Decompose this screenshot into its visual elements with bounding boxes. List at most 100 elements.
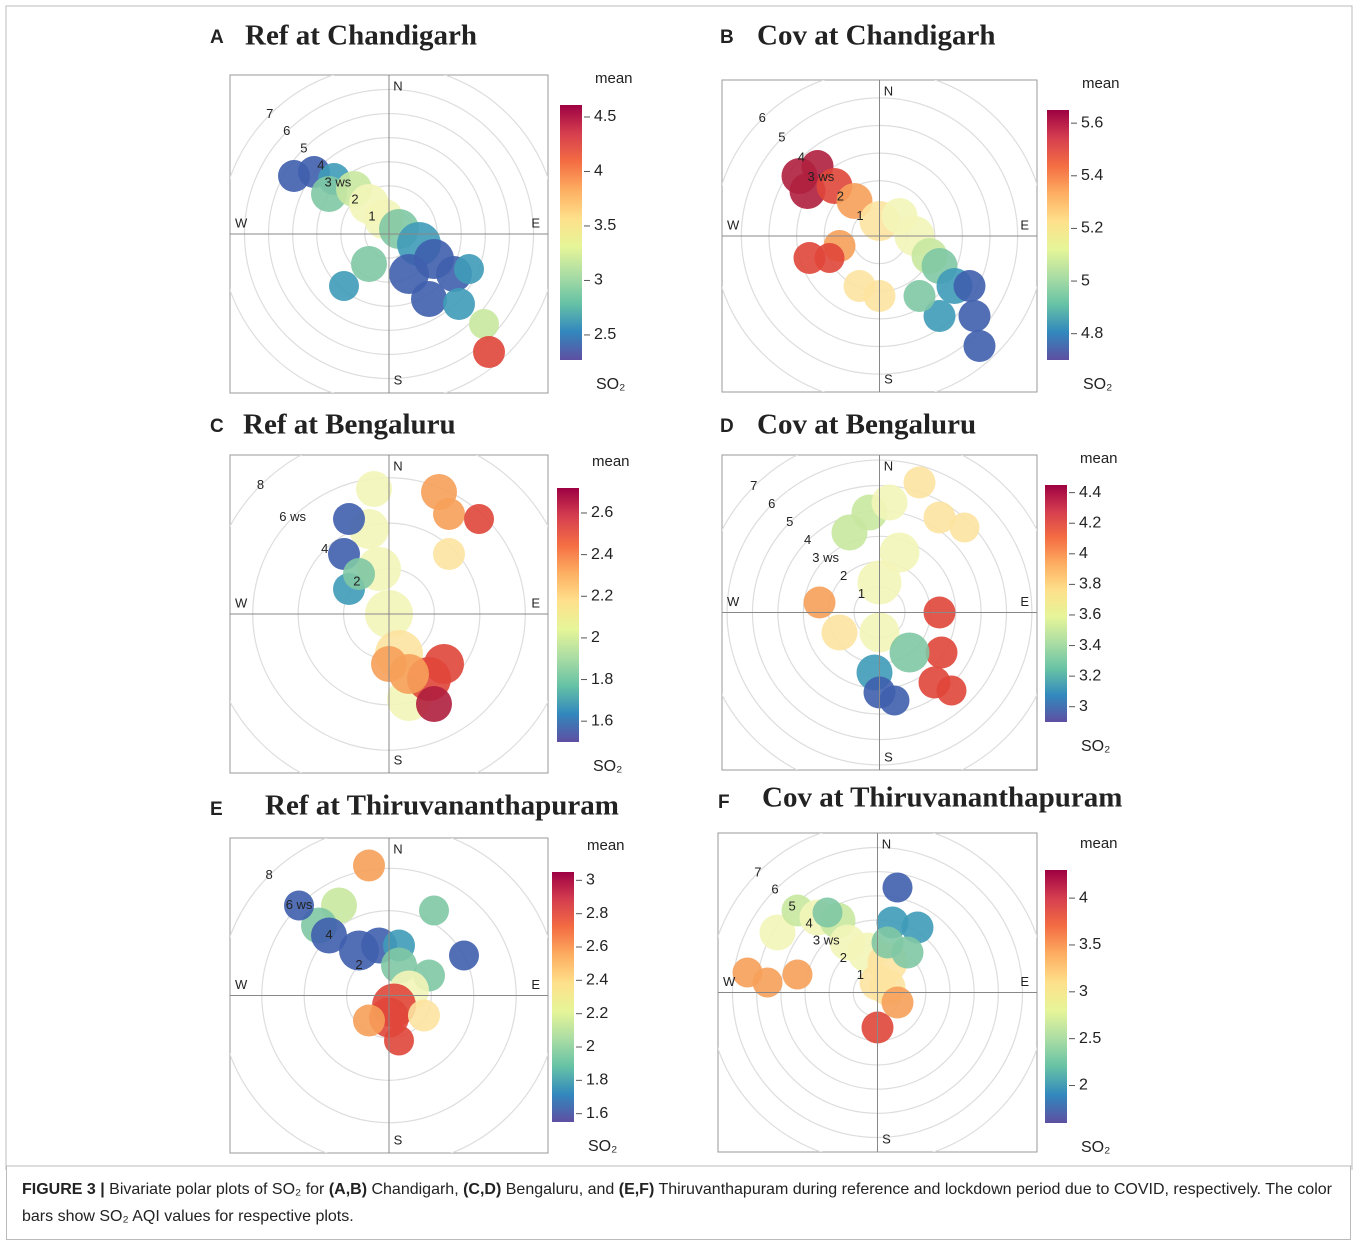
surface-patch bbox=[416, 686, 452, 722]
ring-label: 6 ws bbox=[286, 897, 313, 912]
surface-patch bbox=[433, 538, 465, 570]
colorbar-title: mean bbox=[587, 837, 625, 854]
colorbar-title: mean bbox=[592, 453, 630, 470]
surface-patch bbox=[284, 890, 314, 921]
surface-patch bbox=[879, 685, 910, 716]
panel-label: F bbox=[718, 792, 730, 813]
panel-title: Ref at Bengaluru bbox=[243, 409, 456, 441]
compass-label: E bbox=[531, 977, 540, 992]
colorbar-tick-label: 4.4 bbox=[1079, 484, 1101, 501]
compass-label: N bbox=[884, 83, 893, 98]
panel-label: A bbox=[210, 27, 224, 48]
colorbar-tick-label: 3 bbox=[1079, 983, 1088, 1000]
ring-label: 4 bbox=[325, 927, 332, 942]
ring-label: 4 bbox=[321, 541, 328, 556]
surface-patch bbox=[752, 967, 783, 998]
colorbar-tick-label: 5.2 bbox=[1081, 220, 1103, 237]
caption-text: Chandigarh, bbox=[367, 1181, 464, 1198]
surface-patch bbox=[469, 309, 499, 339]
ring-label: 1 bbox=[856, 208, 863, 223]
panel-label: C bbox=[210, 416, 224, 437]
colorbar-tick-label: 3.5 bbox=[594, 217, 616, 234]
panel-title: Cov at Chandigarh bbox=[757, 20, 996, 52]
surface-patch bbox=[351, 246, 387, 282]
compass-label: N bbox=[393, 841, 402, 856]
colorbar-tick-label: 3.6 bbox=[1079, 606, 1101, 623]
surface-patch bbox=[356, 471, 392, 507]
ring-label: 6 bbox=[768, 496, 775, 511]
plot-area bbox=[722, 80, 1037, 392]
caption-panels: (E,F) bbox=[618, 1181, 655, 1198]
colorbar-tick-label: 2.6 bbox=[586, 938, 608, 955]
ring-label: 2 bbox=[837, 188, 844, 203]
compass-label: W bbox=[727, 594, 740, 609]
compass-label: E bbox=[1020, 974, 1029, 989]
ring-label: 5 bbox=[786, 514, 793, 529]
colorbar bbox=[1045, 870, 1067, 1123]
surface-patch bbox=[464, 504, 494, 534]
ring-label: 7 bbox=[266, 106, 273, 121]
ring-label: 1 bbox=[858, 586, 865, 601]
colorbar-tick-label: 2.4 bbox=[591, 546, 613, 563]
surface-patch bbox=[454, 254, 484, 284]
colorbar-tick-label: 2.5 bbox=[1079, 1030, 1101, 1047]
ring-label: 8 bbox=[265, 867, 272, 882]
colorbar-tick-label: 2.8 bbox=[586, 905, 608, 922]
colorbar-tick-label: 2.4 bbox=[586, 972, 608, 989]
ring-label: 1 bbox=[368, 208, 375, 223]
ring-label: 8 bbox=[257, 477, 264, 492]
colorbar-tick-label: 2.5 bbox=[594, 326, 616, 343]
colorbar-tick-label: 3.2 bbox=[1079, 667, 1101, 684]
colorbar-label: SO₂ bbox=[596, 376, 625, 393]
colorbar-title: mean bbox=[1080, 450, 1118, 467]
compass-label: N bbox=[393, 78, 402, 93]
colorbar-label: SO₂ bbox=[588, 1138, 617, 1155]
colorbar bbox=[1047, 110, 1069, 360]
ring-label: 6 bbox=[771, 881, 778, 896]
colorbar-tick-label: 3.5 bbox=[1079, 936, 1101, 953]
ring-label: 5 bbox=[778, 130, 785, 145]
surface-patch bbox=[963, 330, 996, 362]
compass-label: E bbox=[531, 595, 540, 610]
compass-label: S bbox=[394, 372, 403, 387]
surface-patch bbox=[903, 466, 936, 499]
surface-patch bbox=[473, 336, 505, 368]
colorbar-tick-label: 4 bbox=[594, 163, 603, 180]
surface-patch bbox=[443, 288, 475, 320]
surface-patch bbox=[882, 872, 913, 903]
compass-label: W bbox=[235, 595, 248, 610]
panel-label: B bbox=[720, 27, 734, 48]
ring-label: 2 bbox=[840, 568, 847, 583]
surface-patch bbox=[433, 498, 465, 530]
surface-patch bbox=[803, 586, 836, 619]
colorbar bbox=[557, 488, 579, 742]
ring-label: 4 bbox=[317, 157, 324, 172]
colorbar-title: mean bbox=[1080, 835, 1118, 852]
compass-label: S bbox=[884, 749, 893, 764]
panel-label: D bbox=[720, 416, 734, 437]
surface-patch bbox=[871, 926, 904, 959]
ring-label: 2 bbox=[351, 191, 358, 206]
colorbar-tick-label: 2.6 bbox=[591, 504, 613, 521]
compass-label: W bbox=[723, 974, 736, 989]
compass-label: S bbox=[882, 1131, 891, 1146]
surface-patch bbox=[353, 1004, 385, 1037]
surface-patch bbox=[329, 271, 359, 301]
surface-patch bbox=[889, 632, 930, 673]
compass-label: N bbox=[882, 836, 891, 851]
ring-label: 5 bbox=[788, 898, 795, 913]
surface-patch bbox=[449, 940, 479, 971]
ring-label: 6 bbox=[283, 123, 290, 138]
ring-label: 3 ws bbox=[325, 174, 352, 189]
surface-patch bbox=[903, 280, 936, 312]
panel-label: E bbox=[210, 799, 223, 820]
colorbar-label: SO₂ bbox=[1081, 1139, 1110, 1156]
panel-title: Cov at Thiruvananthapuram bbox=[762, 782, 1122, 814]
colorbar-tick-label: 5 bbox=[1081, 272, 1090, 289]
compass-label: E bbox=[1020, 594, 1029, 609]
surface-patch bbox=[901, 911, 934, 944]
surface-patch bbox=[759, 914, 796, 951]
compass-label: E bbox=[531, 215, 540, 230]
colorbar-label: SO₂ bbox=[593, 758, 622, 775]
surface-patch bbox=[353, 849, 385, 882]
